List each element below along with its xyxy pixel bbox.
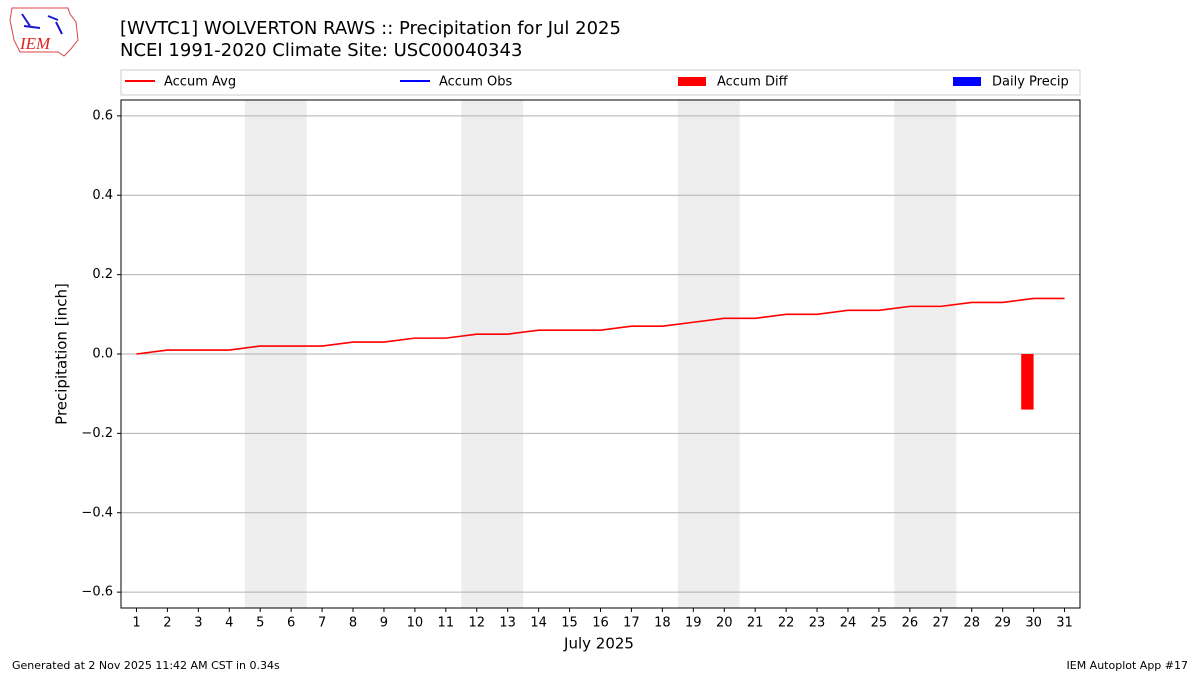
legend-label: Accum Obs <box>439 75 512 90</box>
x-tick-label: 17 <box>623 616 640 631</box>
y-tick-label: −0.2 <box>81 426 113 441</box>
x-tick-label: 3 <box>194 616 202 631</box>
x-tick-label: 24 <box>840 616 857 631</box>
chart-subtitle: NCEI 1991-2020 Climate Site: USC00040343 <box>120 40 522 61</box>
x-tick-label: 25 <box>871 616 888 631</box>
diff-bar <box>1021 354 1034 410</box>
x-tick-label: 20 <box>716 616 733 631</box>
y-axis-label: Precipitation [inch] <box>53 283 71 425</box>
y-tick-label: 0.0 <box>92 347 113 362</box>
x-tick-label: 19 <box>685 616 702 631</box>
x-tick-label: 29 <box>994 616 1011 631</box>
y-tick-label: 0.4 <box>92 188 113 203</box>
y-tick-label: 0.6 <box>92 108 113 123</box>
x-tick-label: 14 <box>530 616 547 631</box>
x-tick-label: 2 <box>163 616 171 631</box>
chart-title: [WVTC1] WOLVERTON RAWS :: Precipitation … <box>120 18 621 39</box>
x-tick-label: 21 <box>747 616 764 631</box>
logo-icon <box>21 13 63 35</box>
y-tick-label: −0.6 <box>81 585 113 600</box>
x-tick-label: 26 <box>902 616 919 631</box>
logo-text: IEM <box>19 34 51 53</box>
x-tick-label: 10 <box>407 616 424 631</box>
legend-swatch <box>953 77 981 86</box>
x-tick-label: 12 <box>468 616 485 631</box>
legend-swatch <box>678 77 706 86</box>
x-tick-label: 30 <box>1025 616 1042 631</box>
legend-box <box>120 69 1081 96</box>
x-tick-label: 1 <box>132 616 140 631</box>
x-tick-label: 7 <box>318 616 326 631</box>
legend-label: Accum Avg <box>164 75 236 90</box>
logo-outline <box>9 7 79 57</box>
x-axis-label: July 2025 <box>563 635 634 653</box>
legend-label: Accum Diff <box>717 75 789 90</box>
x-tick-label: 6 <box>287 616 295 631</box>
legend-label: Daily Precip <box>992 75 1069 90</box>
x-tick-label: 18 <box>654 616 671 631</box>
x-tick-label: 4 <box>225 616 233 631</box>
x-tick-label: 27 <box>933 616 950 631</box>
x-tick-label: 31 <box>1056 616 1073 631</box>
footer-right: IEM Autoplot App #17 <box>1067 659 1189 672</box>
y-tick-label: −0.4 <box>81 505 113 520</box>
x-tick-label: 28 <box>963 616 980 631</box>
plot-frame <box>120 99 1081 609</box>
y-tick-label: 0.2 <box>92 267 113 282</box>
footer-left: Generated at 2 Nov 2025 11:42 AM CST in … <box>12 659 280 672</box>
x-tick-label: 23 <box>809 616 826 631</box>
x-tick-label: 5 <box>256 616 264 631</box>
series-line <box>136 297 1065 355</box>
x-tick-label: 8 <box>349 616 357 631</box>
x-tick-label: 15 <box>561 616 578 631</box>
x-tick-label: 16 <box>592 616 609 631</box>
x-tick-label: 11 <box>438 616 455 631</box>
x-tick-label: 22 <box>778 616 795 631</box>
x-tick-label: 9 <box>380 616 388 631</box>
logo: IEM <box>9 7 79 57</box>
x-tick-label: 13 <box>499 616 516 631</box>
